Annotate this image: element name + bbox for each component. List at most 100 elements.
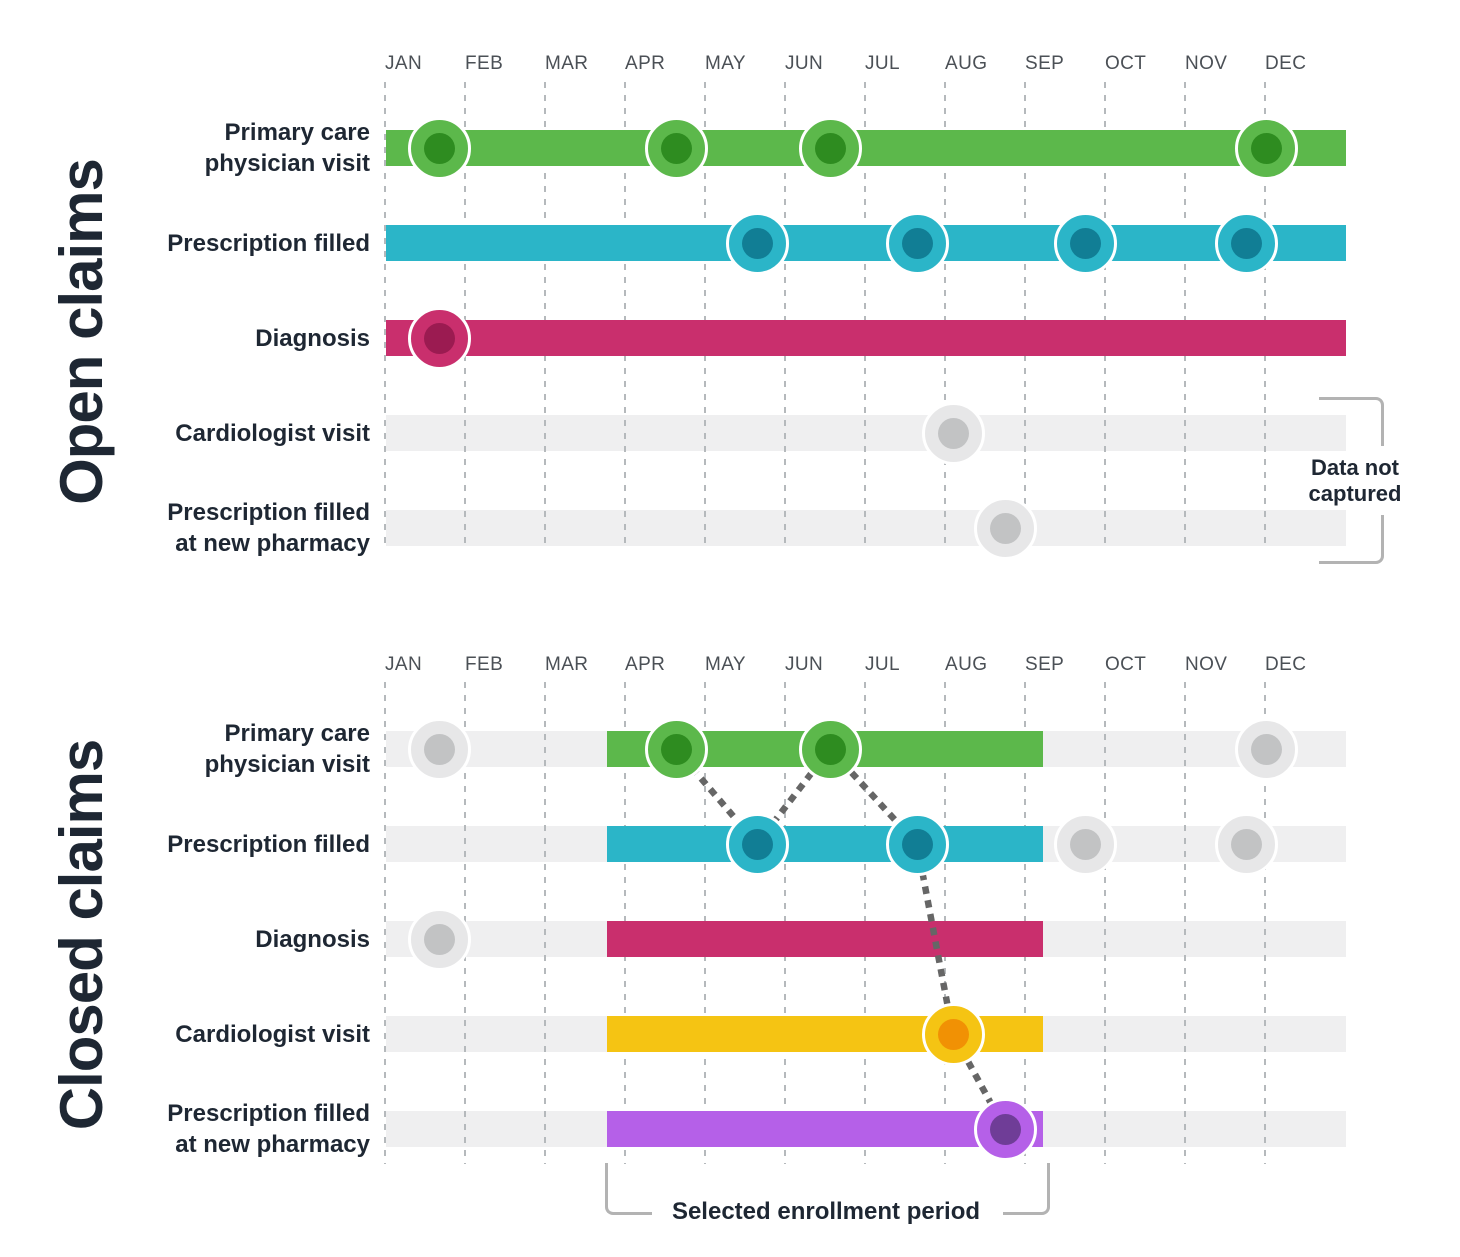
event-dot-core <box>1250 733 1282 765</box>
event-dot-closed-rx-sep-outside <box>1053 812 1117 876</box>
row-label-open-diagnosis: Diagnosis <box>120 323 370 354</box>
event-dot-core <box>1230 828 1262 860</box>
row-label-text: physician visit <box>204 751 370 778</box>
month-label-may-closed: MAY <box>705 654 746 675</box>
event-dot-core <box>423 733 455 765</box>
row-label-text: Cardiologist visit <box>175 420 370 447</box>
event-dot-core <box>814 132 846 164</box>
gridline-sep-open <box>1024 82 1026 548</box>
gridline-oct-closed <box>1104 682 1106 1164</box>
segment-closed-diagnosis <box>607 921 1043 957</box>
event-dot-core <box>660 132 692 164</box>
month-label-mar-closed: MAR <box>545 654 589 675</box>
gridline-jul-open <box>864 82 866 548</box>
row-label-open-newpharmacy: Prescription filled at new pharmacy <box>120 497 370 559</box>
event-dot-closed-pcp-jan-outside <box>407 717 471 781</box>
month-label-sep-open: SEP <box>1025 53 1065 74</box>
event-dot-core <box>660 733 692 765</box>
open-claims-title: Open claims <box>48 159 115 505</box>
event-dot-closed-newpharmacy-aug <box>973 1097 1037 1161</box>
row-label-open-cardiologist: Cardiologist visit <box>120 418 370 449</box>
event-dot-open-rx-sep <box>1053 211 1117 275</box>
gridline-apr-open <box>624 82 626 548</box>
event-dot-open-diagnosis-jan <box>407 306 471 370</box>
event-dot-core <box>423 322 455 354</box>
month-label-dec-open: DEC <box>1265 53 1307 74</box>
gridline-may-open <box>704 82 706 548</box>
data-not-captured-bracket-bottom <box>1319 515 1384 564</box>
month-label-apr-closed: APR <box>625 654 666 675</box>
event-dot-open-rx-jul <box>885 211 949 275</box>
enrollment-period-label: Selected enrollment period <box>671 1198 981 1225</box>
row-label-closed-diagnosis: Diagnosis <box>120 924 370 955</box>
month-label-aug-open: AUG <box>945 53 988 74</box>
event-dot-core <box>741 828 773 860</box>
event-dot-core <box>423 923 455 955</box>
event-dot-closed-cardiologist-aug <box>921 1002 985 1066</box>
event-dot-open-pcp-jan <box>407 116 471 180</box>
row-label-text: Cardiologist visit <box>175 1021 370 1048</box>
event-dot-open-newpharmacy-notcaptured <box>973 496 1037 560</box>
gridline-jan-open <box>384 82 386 548</box>
month-label-sep-closed: SEP <box>1025 654 1065 675</box>
gridline-oct-open <box>1104 82 1106 548</box>
month-label-feb-closed: FEB <box>465 654 504 675</box>
event-dot-core <box>989 1113 1021 1145</box>
data-not-captured-line2: captured <box>1308 481 1402 506</box>
row-label-closed-cardiologist: Cardiologist visit <box>120 1019 370 1050</box>
event-dot-open-pcp-apr <box>644 116 708 180</box>
data-not-captured-bracket-top <box>1319 397 1384 446</box>
row-label-closed-pcp: Primary care physician visit <box>120 718 370 780</box>
gridline-jun-open <box>784 82 786 548</box>
event-dot-open-rx-nov <box>1214 211 1278 275</box>
row-label-open-pcp: Primary care physician visit <box>120 117 370 179</box>
row-label-text: Primary care <box>224 720 370 747</box>
month-label-feb-open: FEB <box>465 53 504 74</box>
row-label-text: Diagnosis <box>255 926 370 953</box>
event-dot-closed-rx-jul <box>885 812 949 876</box>
event-dot-core <box>741 227 773 259</box>
event-dot-open-pcp-jun <box>798 116 862 180</box>
bar-open-rx <box>386 225 1346 261</box>
gridline-dec-closed <box>1264 682 1266 1164</box>
enrollment-bracket-right <box>1003 1163 1050 1215</box>
month-label-nov-closed: NOV <box>1185 654 1228 675</box>
bar-open-diagnosis <box>386 320 1346 356</box>
row-label-text: Prescription filled <box>167 831 370 858</box>
row-label-text: at new pharmacy <box>175 530 370 557</box>
event-dot-core <box>937 417 969 449</box>
gridline-dec-open <box>1264 82 1266 548</box>
month-label-jan-open: JAN <box>385 53 423 74</box>
event-dot-closed-diagnosis-jan-outside <box>407 907 471 971</box>
row-label-text: Prescription filled <box>167 1100 370 1127</box>
event-dot-open-rx-may <box>725 211 789 275</box>
gridline-jan-closed <box>384 682 386 1164</box>
month-label-jul-closed: JUL <box>865 654 900 675</box>
gridline-nov-open <box>1184 82 1186 548</box>
event-dot-closed-pcp-dec-outside <box>1234 717 1298 781</box>
gridline-mar-open <box>544 82 546 548</box>
month-label-oct-closed: OCT <box>1105 654 1147 675</box>
data-not-captured-line1: Data not <box>1311 455 1399 480</box>
event-dot-closed-pcp-jun <box>798 717 862 781</box>
closed-claims-title: Closed claims <box>48 739 115 1131</box>
event-dot-core <box>1230 227 1262 259</box>
event-dot-closed-rx-nov-outside <box>1214 812 1278 876</box>
row-label-closed-rx: Prescription filled <box>120 829 370 860</box>
bar-open-cardiologist-notcaptured <box>386 415 1346 451</box>
row-label-text: Prescription filled <box>167 230 370 257</box>
gridline-aug-open <box>944 82 946 548</box>
event-dot-core <box>989 512 1021 544</box>
month-label-may-open: MAY <box>705 53 746 74</box>
row-label-text: physician visit <box>204 150 370 177</box>
event-dot-core <box>937 1018 969 1050</box>
enrollment-bracket-left <box>605 1163 652 1215</box>
month-label-apr-open: APR <box>625 53 666 74</box>
row-label-open-rx: Prescription filled <box>120 228 370 259</box>
month-label-mar-open: MAR <box>545 53 589 74</box>
row-label-text: Primary care <box>224 119 370 146</box>
row-label-text: at new pharmacy <box>175 1131 370 1158</box>
month-label-aug-closed: AUG <box>945 654 988 675</box>
